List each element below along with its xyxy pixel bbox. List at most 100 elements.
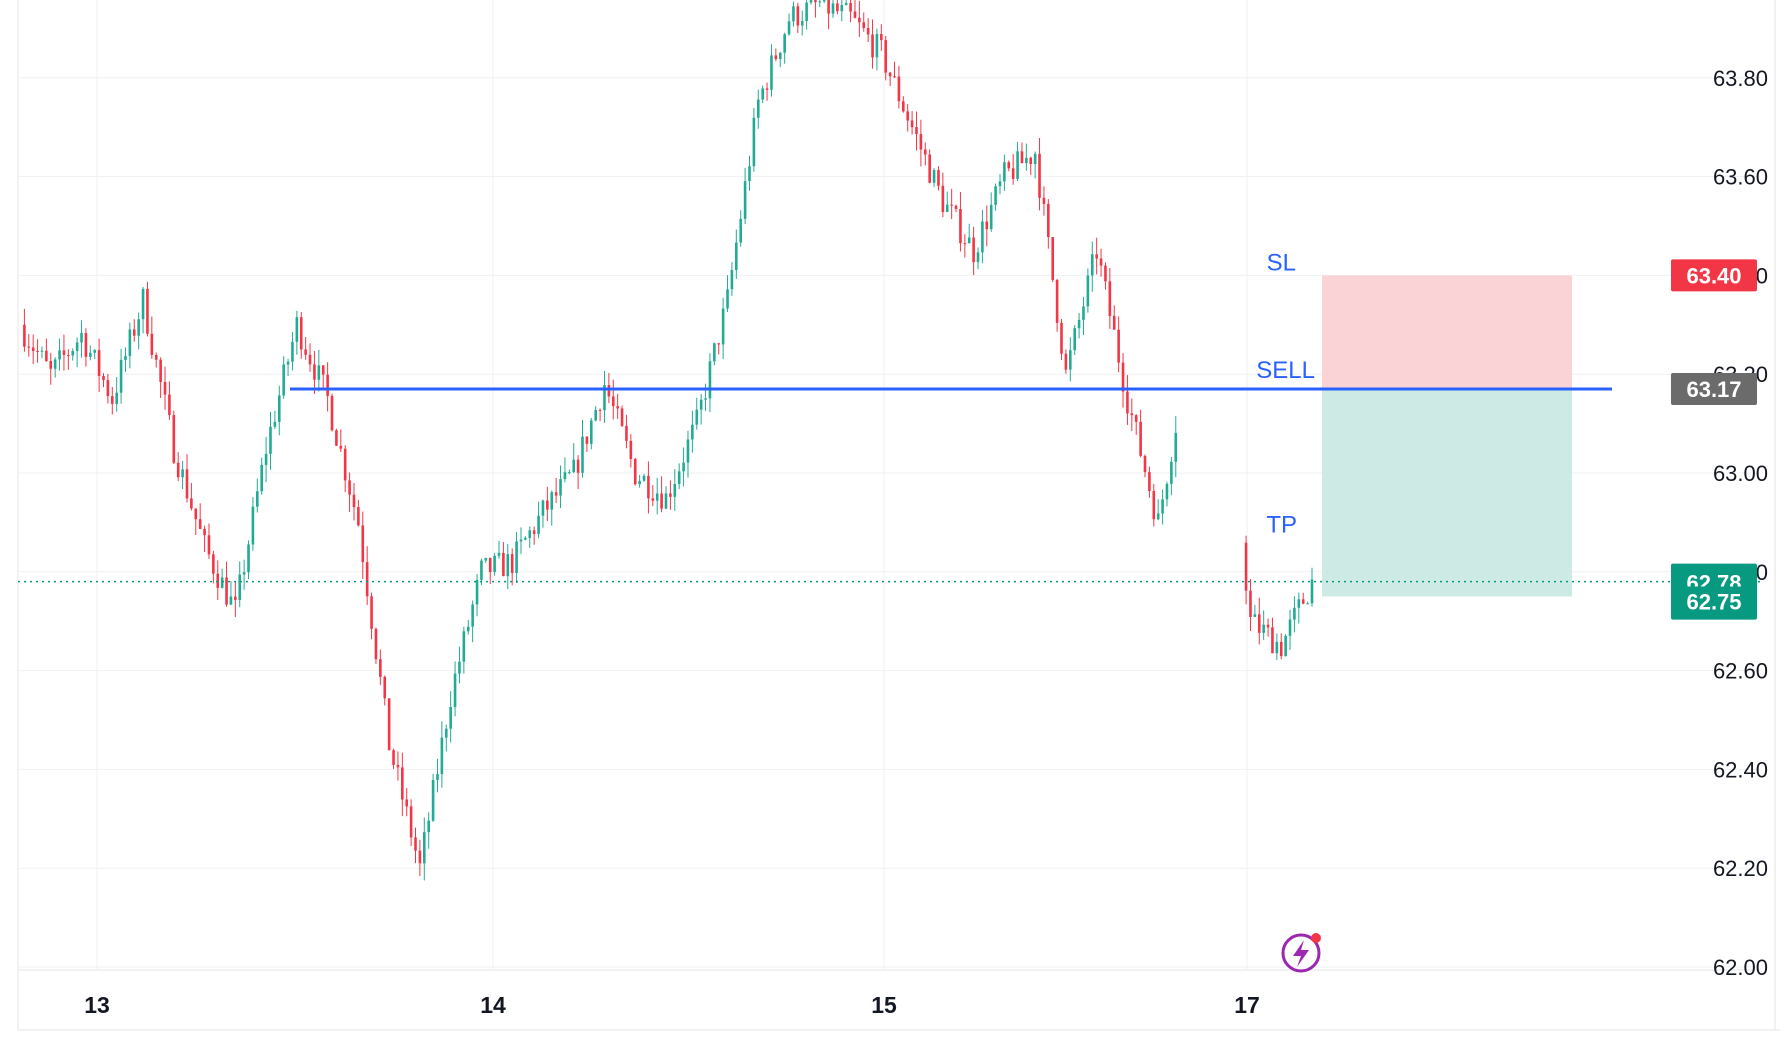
candle-body xyxy=(220,577,224,588)
candle-body xyxy=(238,574,242,600)
candle-body xyxy=(422,832,426,864)
candle-body xyxy=(682,462,685,472)
candle-body xyxy=(695,409,699,425)
candle-body xyxy=(1279,641,1283,657)
time-tick-label: 13 xyxy=(84,992,110,1018)
sell-label: SELL xyxy=(1256,357,1315,384)
time-axis[interactable]: 13 14 15 17 xyxy=(84,992,1260,1018)
candle-body xyxy=(229,596,233,605)
candle-body xyxy=(805,2,808,22)
time-tick-label: 14 xyxy=(480,992,506,1018)
candle-body xyxy=(594,410,597,421)
candle-body xyxy=(1143,455,1147,473)
candle-body xyxy=(506,554,510,577)
candle-body xyxy=(941,185,945,212)
candle-body xyxy=(673,483,677,497)
candle-body xyxy=(585,436,589,444)
price-lines xyxy=(18,387,1760,583)
candle-body xyxy=(361,525,365,563)
candle-body xyxy=(708,361,712,399)
candle-body xyxy=(1033,153,1037,164)
candle-body xyxy=(1007,162,1011,169)
candle-body xyxy=(1161,499,1164,514)
candle-body xyxy=(502,552,505,577)
candle-body xyxy=(1156,513,1160,520)
candle-body xyxy=(67,354,70,356)
candle-body xyxy=(660,493,663,509)
candle-body xyxy=(150,333,154,355)
candle-body xyxy=(40,350,44,352)
candle-body xyxy=(884,40,888,73)
price-tick-label: 62.40 xyxy=(1713,757,1768,782)
candle-body xyxy=(1262,624,1265,633)
candle-body xyxy=(185,469,189,499)
candle-body xyxy=(664,493,668,509)
candle-body xyxy=(493,555,496,573)
candle-body xyxy=(444,728,448,738)
candle-body xyxy=(717,343,721,345)
candle-body xyxy=(273,421,277,427)
entry-price-badge: 63.17 xyxy=(1671,373,1757,406)
candle-body xyxy=(62,350,66,355)
candle-body xyxy=(524,537,527,540)
candle-body xyxy=(58,350,61,360)
candle-body xyxy=(36,351,39,353)
candle-body xyxy=(647,475,650,499)
candle-body xyxy=(321,365,325,375)
candle-body xyxy=(75,342,79,351)
second-price-text: 62.75 xyxy=(1686,590,1741,615)
candle-body xyxy=(497,552,501,556)
candle-body xyxy=(84,332,88,357)
candle-body xyxy=(1271,627,1274,654)
candle-body xyxy=(115,392,118,404)
candle-body xyxy=(1310,579,1314,604)
candle-body xyxy=(559,479,562,496)
candle-body xyxy=(431,780,435,821)
lightning-icon[interactable] xyxy=(1281,933,1321,973)
candle-body xyxy=(761,88,764,100)
candle-body xyxy=(291,341,294,362)
candle-body xyxy=(313,364,316,380)
candle-body xyxy=(1121,362,1125,392)
candle-body xyxy=(994,186,997,205)
candle-body xyxy=(554,492,558,496)
candle-body xyxy=(1047,203,1050,238)
candle-body xyxy=(572,459,576,473)
candle-body xyxy=(655,493,659,501)
candle-body xyxy=(418,850,422,864)
candle-body xyxy=(770,55,773,90)
candle-body xyxy=(581,436,584,473)
price-axis[interactable]: 62.0062.2062.4062.6062.8063.0063.2063.40… xyxy=(1713,66,1768,980)
entry-price-text: 63.17 xyxy=(1686,377,1741,402)
candle-body xyxy=(568,472,571,474)
candle-body xyxy=(1266,624,1270,628)
candle-body xyxy=(1077,319,1081,329)
candle-body xyxy=(950,204,953,206)
candle-body xyxy=(352,494,356,508)
candle-body xyxy=(849,3,852,12)
candle-body xyxy=(1099,258,1103,266)
candle-body xyxy=(146,288,149,334)
price-badges: 63.40 63.17 62.7802:0962.75 xyxy=(1671,259,1757,621)
candle-body xyxy=(163,382,167,395)
candle-body xyxy=(1249,590,1252,617)
candle-body xyxy=(853,11,857,18)
candle-body xyxy=(225,577,228,605)
candle-body xyxy=(1293,607,1296,620)
candle-body xyxy=(765,88,769,90)
candle-body xyxy=(190,498,193,509)
candle-body xyxy=(124,356,127,360)
candle-body xyxy=(778,52,782,60)
candle-body xyxy=(1112,315,1116,330)
candle-body xyxy=(1297,599,1301,608)
candle-body xyxy=(1020,151,1024,164)
candle-body xyxy=(669,493,672,497)
candle-body xyxy=(923,149,927,155)
candle-body xyxy=(616,406,619,409)
second-price-badge-bg xyxy=(1671,586,1757,619)
candle-body xyxy=(1051,237,1055,280)
candle-body xyxy=(374,628,378,660)
sl-price-badge: 63.40 xyxy=(1671,259,1757,292)
